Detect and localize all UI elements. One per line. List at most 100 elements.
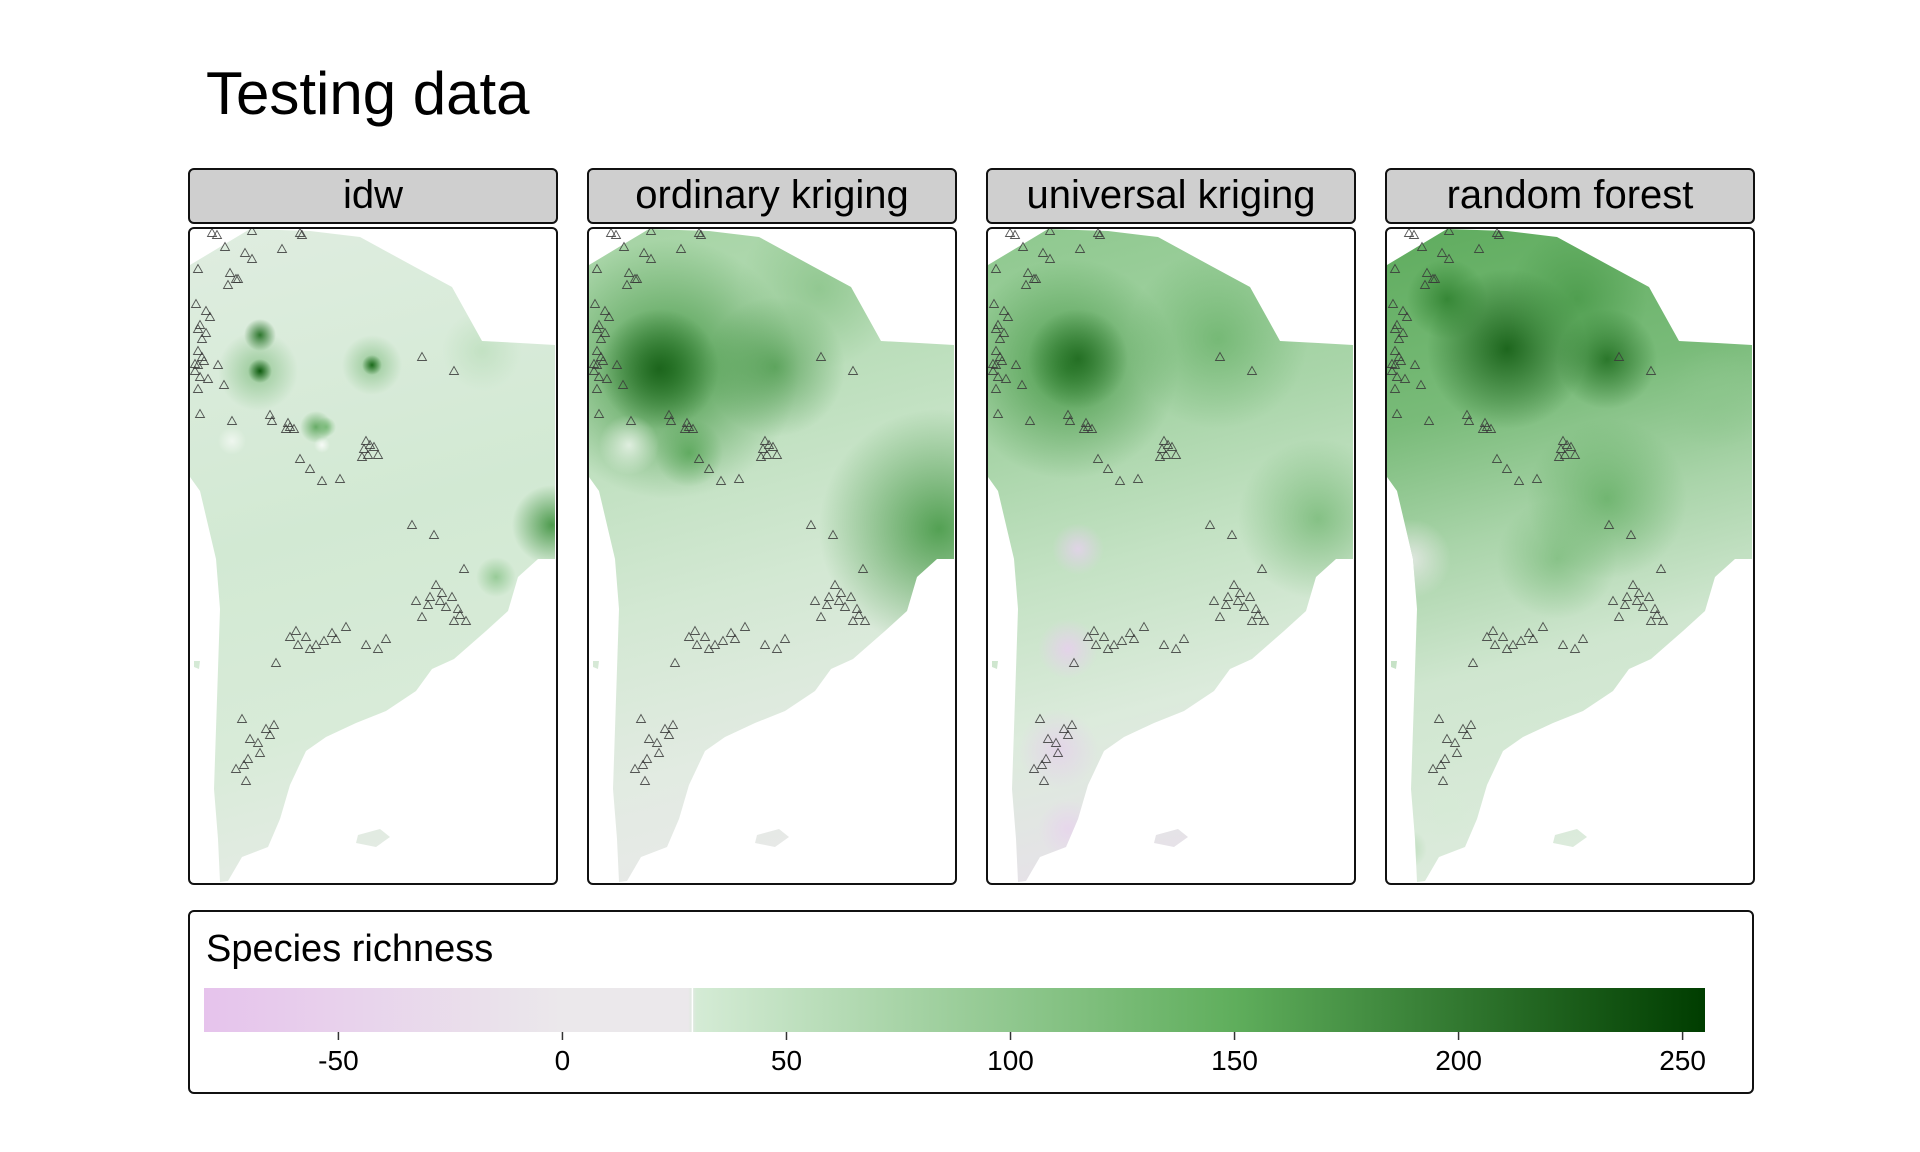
test-site-triangle-icon	[294, 453, 306, 463]
test-site-triangle-icon	[224, 267, 236, 277]
test-site-triangle-icon	[1513, 475, 1525, 485]
map-idw	[188, 227, 558, 885]
test-site-triangle-icon	[699, 631, 711, 641]
test-site-triangle-icon	[1491, 229, 1503, 237]
test-site-triangle-icon	[440, 601, 452, 611]
test-site-triangle-icon	[1651, 609, 1663, 619]
test-site-triangle-icon	[1403, 229, 1415, 237]
test-site-triangle-icon	[204, 311, 216, 321]
test-site-triangle-icon	[192, 323, 204, 333]
test-site-triangle-icon	[1515, 635, 1527, 645]
test-site-triangle-icon	[1423, 415, 1435, 425]
test-site-triangle-icon	[1561, 439, 1573, 449]
test-site-triangle-icon	[460, 615, 472, 625]
test-site-triangle-icon	[635, 713, 647, 723]
test-site-triangle-icon	[603, 311, 615, 321]
test-site-triangle-icon	[236, 713, 248, 723]
map-canvas	[1387, 229, 1752, 882]
test-site-triangle-icon	[839, 601, 851, 611]
test-site-triangle-icon	[1415, 379, 1427, 389]
test-site-triangle-icon	[1102, 643, 1114, 653]
test-site-triangle-icon	[1501, 463, 1513, 473]
test-site-triangle-icon	[729, 633, 741, 643]
test-site-triangle-icon	[988, 365, 999, 375]
test-site-triangle-icon	[1557, 435, 1569, 445]
test-site-triangle-icon	[1389, 359, 1401, 369]
test-site-triangle-icon	[1220, 599, 1232, 609]
test-site-triangle-icon	[853, 609, 865, 619]
test-site-triangle-icon	[1038, 775, 1050, 785]
test-site-triangle-icon	[1050, 737, 1062, 747]
test-site-triangle-icon	[276, 243, 288, 253]
test-site-triangle-icon	[446, 591, 458, 601]
test-site-triangle-icon	[1228, 579, 1240, 589]
test-site-triangle-icon	[300, 631, 312, 641]
test-site-triangle-icon	[1028, 763, 1040, 773]
test-site-triangle-icon	[829, 579, 841, 589]
test-site-triangle-icon	[1397, 305, 1409, 315]
test-site-triangle-icon	[1009, 229, 1021, 239]
test-site-triangle-icon	[1559, 449, 1571, 459]
test-site-triangle-icon	[340, 621, 352, 631]
test-site-triangle-icon	[252, 737, 264, 747]
test-site-triangle-icon	[1507, 639, 1519, 649]
test-site-triangle-icon	[1158, 435, 1170, 445]
test-site-triangle-icon	[1565, 441, 1577, 451]
test-site-triangle-icon	[326, 627, 338, 637]
test-site-triangle-icon	[364, 439, 376, 449]
test-site-triangle-icon	[589, 298, 601, 308]
test-site-triangle-icon	[589, 365, 600, 375]
test-site-triangle-icon	[835, 587, 847, 597]
test-site-triangle-icon	[260, 723, 272, 733]
facet-panel-idw: idw	[188, 168, 558, 885]
test-site-triangle-icon	[1246, 365, 1258, 375]
test-site-triangle-icon	[1569, 643, 1581, 653]
test-site-triangle-icon	[1531, 473, 1543, 483]
test-site-triangle-icon	[356, 451, 368, 461]
test-site-triangle-icon	[310, 639, 322, 649]
test-site-triangle-icon	[1645, 615, 1657, 625]
test-site-triangle-icon	[687, 423, 699, 433]
map-random-forest	[1385, 227, 1755, 885]
test-site-triangle-icon	[1252, 609, 1264, 619]
test-site-triangle-icon	[859, 615, 871, 625]
test-site-triangle-icon	[809, 595, 821, 605]
test-site-triangle-icon	[196, 333, 208, 343]
test-site-triangle-icon	[246, 253, 258, 263]
facet-panel-universal-kriging: universal kriging	[986, 168, 1356, 885]
test-site-triangle-icon	[294, 229, 306, 237]
test-site-triangle-icon	[1461, 729, 1473, 739]
test-site-triangle-icon	[739, 621, 751, 631]
test-site-triangle-icon	[1437, 775, 1449, 785]
test-site-triangle-icon	[1214, 351, 1226, 361]
test-site-triangle-icon	[1208, 595, 1220, 605]
test-site-triangle-icon	[1481, 631, 1493, 641]
test-site-triangle-icon	[454, 609, 466, 619]
test-site-triangle-icon	[1156, 443, 1168, 453]
test-site-triangle-icon	[1162, 439, 1174, 449]
test-site-triangle-icon	[593, 408, 605, 418]
test-site-triangle-icon	[254, 747, 266, 757]
test-site-triangle-icon	[416, 611, 428, 621]
test-site-triangle-icon	[1016, 379, 1028, 389]
test-site-triangle-icon	[1389, 323, 1401, 333]
test-site-triangle-icon	[621, 279, 633, 289]
test-site-triangle-icon	[851, 603, 863, 613]
test-site-triangle-icon	[1158, 639, 1170, 649]
test-site-triangle-icon	[990, 323, 1002, 333]
test-site-triangle-icon	[595, 333, 607, 343]
test-site-triangle-icon	[689, 625, 701, 635]
test-site-triangle-icon	[703, 463, 715, 473]
test-site-triangle-icon	[1473, 243, 1485, 253]
test-site-triangle-icon	[1094, 229, 1106, 239]
test-site-triangle-icon	[192, 263, 204, 273]
test-site-triangle-icon	[1170, 449, 1182, 459]
legend-tick-label: 0	[555, 1045, 571, 1076]
facet-strip-label: random forest	[1385, 168, 1755, 224]
test-site-triangle-icon	[683, 421, 695, 431]
test-site-triangle-icon	[238, 759, 250, 769]
test-site-triangle-icon	[631, 273, 643, 283]
test-site-triangle-icon	[330, 633, 342, 643]
test-site-triangle-icon	[428, 529, 440, 539]
test-site-triangle-icon	[1020, 279, 1032, 289]
